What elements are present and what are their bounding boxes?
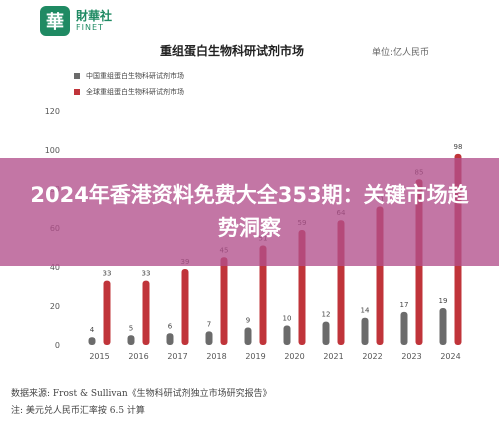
legend-label-china: 中国重组蛋白生物科研试剂市场: [86, 72, 184, 80]
finet-logo: 華 財華社 FINET: [40, 6, 112, 36]
china-bar-2016: [127, 335, 135, 345]
y-tick-label: 20: [50, 302, 60, 311]
y-tick-label: 100: [45, 146, 60, 155]
china-bar-2017: [166, 333, 174, 345]
china-bar-2021: [322, 321, 330, 345]
y-tick-label: 0: [55, 341, 60, 350]
chart-title: 重组蛋白生物科研试剂市场: [160, 44, 305, 58]
china-bar-2018: [205, 331, 213, 345]
china-value-label-2021: 12: [322, 311, 331, 319]
global-value-label-2015: 33: [103, 270, 112, 278]
global-bar-2018: [220, 257, 228, 345]
legend-item-china: 中国重组蛋白生物科研试剂市场: [74, 68, 184, 84]
global-bar-2015: [103, 280, 111, 345]
china-value-label-2022: 14: [361, 307, 370, 315]
y-tick-label: 120: [45, 107, 60, 116]
x-tick-label-2015: 2015: [89, 352, 109, 361]
china-value-label-2015: 4: [90, 326, 95, 334]
china-value-label-2020: 10: [283, 315, 292, 323]
source-note: 数据来源: Frost & Sullivan《生物科研试剂独立市场研究报告》 注…: [11, 386, 272, 420]
china-value-label-2023: 17: [400, 301, 409, 309]
x-tick-label-2020: 2020: [284, 352, 304, 361]
global-bar-2019: [259, 245, 267, 345]
china-value-label-2016: 5: [129, 324, 133, 332]
x-axis: 2015 2016 2017 2018 2019 2020 2021 2022 2023 2024: [89, 352, 460, 361]
global-value-label-2016: 33: [142, 270, 151, 278]
x-tick-label-2021: 2021: [323, 352, 343, 361]
x-tick-label-2017: 2017: [167, 352, 187, 361]
headline-banner[interactable]: 2024年香港资料免费大全353期：关键市场趋势洞察: [0, 158, 499, 266]
x-tick-label-2022: 2022: [362, 352, 382, 361]
x-tick-label-2024: 2024: [440, 352, 460, 361]
source-line: 数据来源: Frost & Sullivan《生物科研试剂独立市场研究报告》: [11, 389, 272, 399]
global-value-label-2024: 98: [454, 143, 463, 151]
x-tick-label-2018: 2018: [206, 352, 226, 361]
headline-text[interactable]: 2024年香港资料免费大全353期：关键市场趋势洞察: [30, 183, 469, 240]
exchange-rate-note: 注: 美元兑人民币汇率按 6.5 计算: [11, 406, 145, 416]
legend-swatch-china: [74, 73, 80, 79]
x-tick-label-2016: 2016: [128, 352, 148, 361]
legend-item-global: 全球重组蛋白生物科研试剂市场: [74, 84, 184, 100]
china-bar-2023: [400, 311, 408, 345]
china-value-label-2017: 6: [168, 322, 173, 330]
china-bar-2022: [361, 317, 369, 345]
china-bar-2015: [88, 337, 96, 345]
x-tick-label-2019: 2019: [245, 352, 265, 361]
chart-legend: 中国重组蛋白生物科研试剂市场 全球重组蛋白生物科研试剂市场: [74, 68, 184, 100]
china-value-label-2024: 19: [439, 297, 448, 305]
global-bar-2017: [181, 268, 189, 345]
logo-name-en: FINET: [76, 23, 104, 32]
china-bar-2020: [283, 325, 291, 345]
china-value-label-2019: 9: [246, 316, 250, 324]
global-bar-2016: [142, 280, 150, 345]
legend-swatch-global: [74, 89, 80, 95]
china-bar-2024: [439, 307, 447, 345]
logo-text: 財華社 FINET: [76, 10, 112, 32]
x-tick-label-2023: 2023: [401, 352, 421, 361]
y-tick-label: 40: [50, 263, 60, 272]
unit-label: 单位:亿人民币: [372, 48, 430, 58]
logo-seal-icon: 華: [40, 6, 70, 36]
china-value-label-2018: 7: [207, 320, 211, 328]
china-bar-2019: [244, 327, 252, 345]
legend-label-global: 全球重组蛋白生物科研试剂市场: [86, 88, 184, 96]
logo-name-cn: 財華社: [76, 9, 113, 23]
